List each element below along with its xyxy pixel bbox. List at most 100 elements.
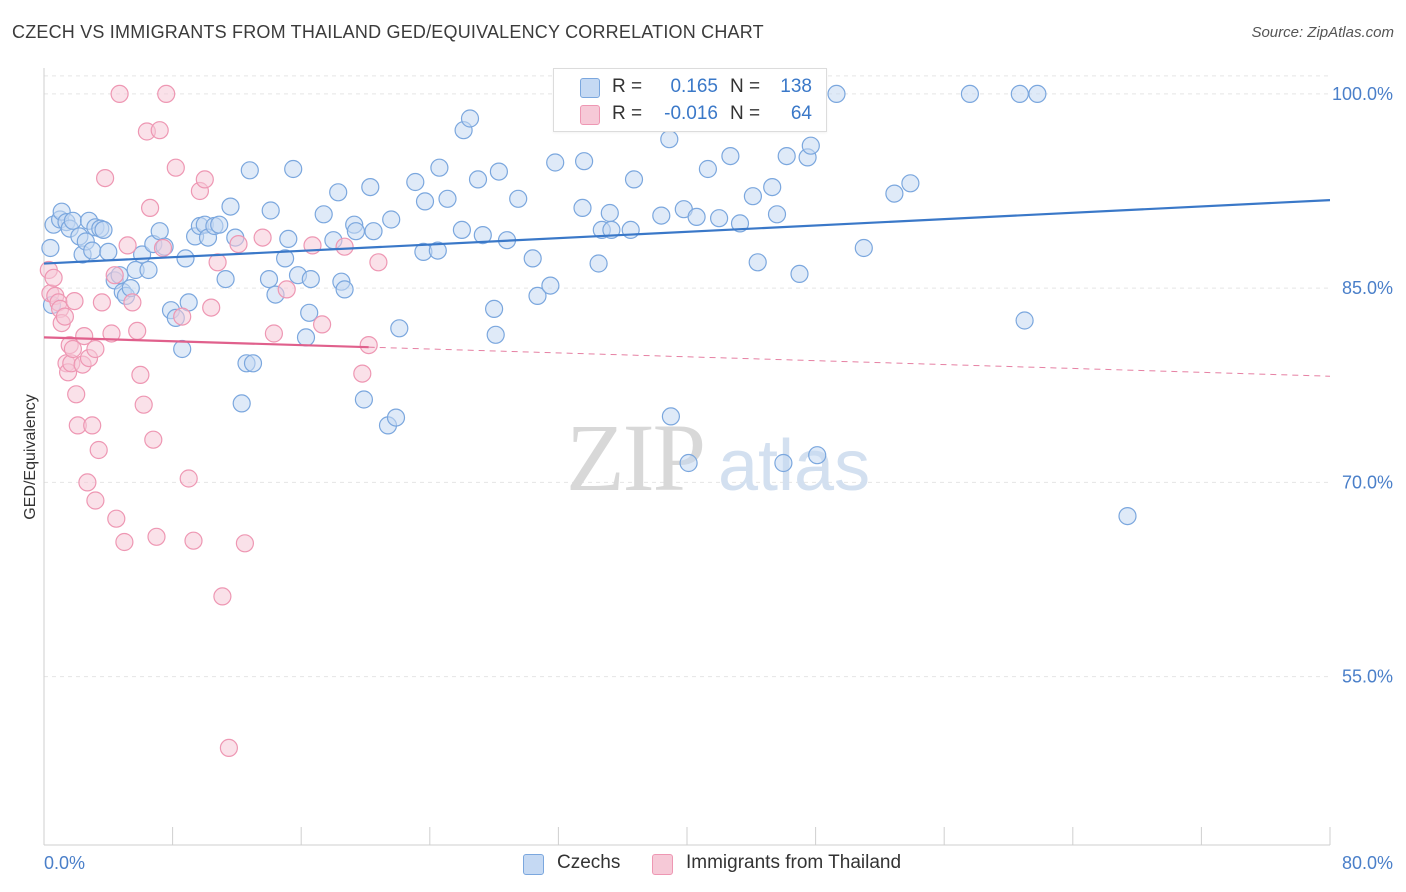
- point-thailand: [166, 158, 185, 177]
- point-thailand: [150, 121, 169, 140]
- point-czechs: [261, 201, 280, 220]
- watermark-atlas: atlas: [718, 426, 870, 506]
- point-thailand: [147, 527, 166, 546]
- y-axis-label: GED/Equivalency: [22, 394, 39, 519]
- legend-n-value: 64: [790, 103, 812, 124]
- bottom-legend-swatch-czechs: [523, 854, 544, 875]
- point-thailand: [86, 491, 105, 510]
- point-czechs: [240, 161, 259, 180]
- legend-r-value: -0.016: [664, 103, 718, 124]
- point-czechs: [468, 170, 488, 189]
- point-czechs: [573, 198, 592, 217]
- legend-row-czechs: R = 0.165 N = 138: [554, 74, 826, 100]
- point-czechs: [279, 229, 298, 248]
- point-czechs: [854, 238, 873, 258]
- point-czechs: [721, 147, 740, 166]
- legend-n-label: N =: [730, 103, 761, 124]
- bottom-legend-label: Immigrants from Thailand: [686, 852, 902, 873]
- bottom-legend-label: Czechs: [557, 852, 621, 873]
- point-czechs: [452, 220, 471, 239]
- point-thailand: [202, 298, 221, 317]
- point-czechs: [801, 136, 820, 155]
- point-czechs: [624, 170, 644, 189]
- point-czechs: [139, 260, 158, 280]
- point-czechs: [827, 84, 846, 104]
- point-thailand: [65, 292, 84, 311]
- point-thailand: [86, 339, 105, 359]
- point-czechs: [438, 189, 457, 208]
- point-thailand: [219, 738, 238, 758]
- legend-r-label: R =: [612, 103, 643, 124]
- y-tick-label: 70.0%: [1342, 472, 1393, 492]
- point-thailand: [229, 235, 248, 254]
- trend-lines: [43, 198, 1331, 377]
- legend-swatch-thailand: [580, 105, 600, 125]
- point-thailand: [63, 339, 83, 359]
- point-czechs: [960, 84, 980, 104]
- point-czechs: [730, 214, 750, 233]
- point-czechs: [709, 209, 729, 228]
- point-czechs: [661, 407, 681, 426]
- point-thailand: [208, 253, 227, 272]
- y-tick-label: 55.0%: [1342, 667, 1393, 687]
- point-czechs: [509, 189, 528, 208]
- point-czechs: [232, 394, 251, 413]
- point-thailand: [75, 327, 94, 346]
- point-thailand: [184, 531, 203, 550]
- point-czechs: [364, 222, 383, 241]
- point-czechs: [546, 153, 565, 172]
- chart-title: CZECH VS IMMIGRANTS FROM THAILAND GED/EQ…: [12, 22, 764, 42]
- point-czechs: [767, 205, 787, 224]
- point-thailand: [369, 253, 388, 272]
- point-thailand: [213, 587, 232, 606]
- point-thailand: [153, 238, 173, 258]
- point-czechs: [382, 210, 401, 229]
- point-czechs: [589, 254, 608, 273]
- point-thailand: [157, 84, 176, 104]
- point-thailand: [118, 236, 137, 255]
- point-thailand: [353, 364, 372, 383]
- point-thailand: [107, 509, 126, 528]
- point-czechs: [486, 325, 505, 344]
- legend-swatch-czechs: [580, 78, 600, 98]
- grid: [44, 75, 1330, 678]
- point-czechs: [428, 241, 447, 260]
- point-czechs: [1118, 506, 1137, 526]
- point-thailand: [277, 280, 296, 299]
- data-points: [39, 84, 1137, 758]
- point-czechs: [901, 174, 920, 193]
- point-czechs: [243, 354, 263, 373]
- point-czechs: [210, 215, 229, 234]
- point-thailand: [102, 324, 121, 343]
- point-czechs: [216, 270, 235, 289]
- point-czechs: [1028, 84, 1047, 104]
- point-czechs: [176, 249, 195, 268]
- point-czechs: [94, 220, 113, 239]
- point-thailand: [55, 307, 75, 326]
- point-thailand: [128, 321, 147, 340]
- point-czechs: [473, 226, 492, 245]
- point-thailand: [92, 293, 112, 312]
- bottom-legend-swatch-thailand: [652, 854, 673, 875]
- point-thailand: [141, 198, 160, 217]
- point-thailand: [95, 169, 115, 188]
- point-czechs: [679, 453, 698, 473]
- point-czechs: [748, 253, 767, 272]
- point-czechs: [602, 220, 621, 239]
- point-czechs: [346, 222, 365, 241]
- point-czechs: [63, 211, 83, 230]
- legend-r-label: R =: [612, 76, 643, 97]
- point-czechs: [687, 207, 706, 226]
- x-tick-label-min: 0.0%: [44, 853, 85, 873]
- point-czechs: [790, 264, 809, 283]
- trend-line-thailand-dashed: [368, 346, 1331, 377]
- legend-n-label: N =: [730, 76, 761, 97]
- point-czechs: [489, 162, 508, 181]
- point-thailand: [264, 324, 283, 343]
- point-czechs: [777, 147, 796, 166]
- point-thailand: [235, 534, 254, 553]
- point-thailand: [115, 532, 134, 552]
- point-czechs: [1015, 311, 1034, 330]
- point-czechs: [652, 206, 671, 225]
